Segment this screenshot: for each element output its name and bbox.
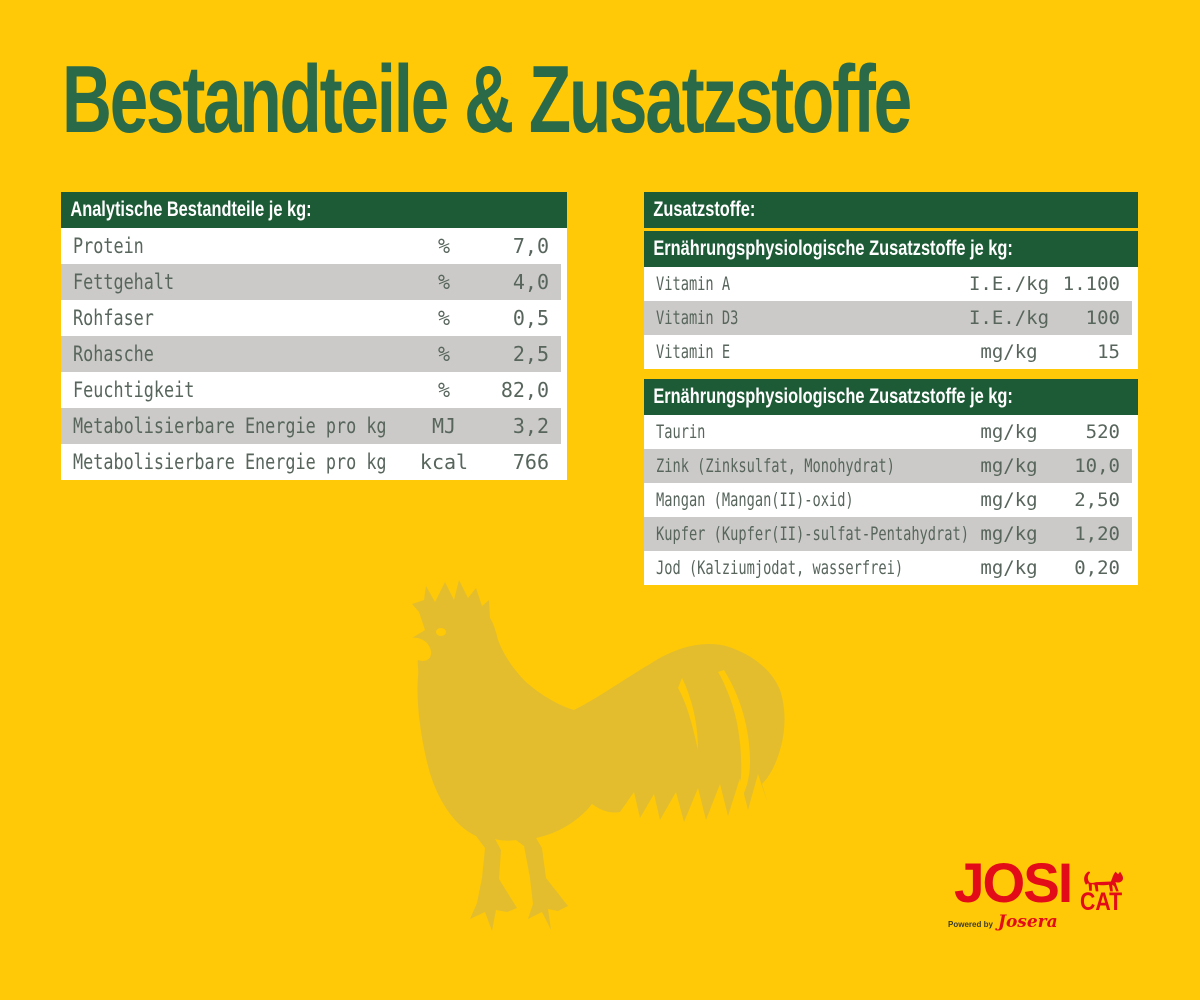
- powered-by-text: Powered by: [948, 920, 993, 929]
- nutrient-unit: mg/kg: [980, 557, 1038, 579]
- nutrient-unit: %: [437, 306, 451, 330]
- nutrient-unit: kcal: [419, 450, 469, 474]
- additives-section-label: Zusatzstoffe:: [653, 198, 756, 221]
- table-rows: Vitamin A I.E./kg 1.100 Vitamin D3 I.E./…: [644, 267, 1138, 369]
- nutrient-label: Zink (Zinksulfat, Monohydrat): [656, 455, 895, 477]
- cat-icon: [1084, 871, 1124, 892]
- table-row: Vitamin D3 I.E./kg 100: [644, 301, 1138, 335]
- nutrient-value: 3,2: [512, 414, 549, 438]
- table-row: Rohasche % 2,5: [61, 336, 567, 372]
- table-header-label: Ernährungsphysiologische Zusatzstoffe je…: [653, 385, 1013, 408]
- nutrient-label: Protein: [73, 234, 144, 258]
- table-row: Mangan (Mangan(II)-oxid) mg/kg 2,50: [644, 483, 1138, 517]
- nutrient-label: Rohasche: [73, 342, 154, 366]
- logo-subbrand-text: CAT: [1080, 888, 1123, 916]
- table-row: Metabolisierbare Energie pro kg MJ 3,2: [61, 408, 567, 444]
- nutrient-unit: mg/kg: [980, 421, 1038, 443]
- additives-vitamins-table: Zusatzstoffe: Ernährungsphysiologische Z…: [644, 192, 1138, 369]
- analytical-constituents-table: Analytische Bestandteile je kg: Protein …: [61, 192, 567, 480]
- nutrient-value: 100: [1085, 307, 1120, 329]
- table-row: Feuchtigkeit % 82,0: [61, 372, 567, 408]
- nutrient-label: Kupfer (Kupfer(II)-sulfat-Pentahydrat): [656, 523, 969, 545]
- table-header-bar: Analytische Bestandteile je kg:: [61, 192, 567, 228]
- nutrient-label: Metabolisierbare Energie pro kg: [73, 414, 387, 438]
- josicat-logo: JOSI CAT Powered by Josera: [946, 851, 1156, 932]
- nutrient-value: 2,5: [512, 342, 549, 366]
- nutrient-unit: I.E./kg: [968, 307, 1050, 329]
- nutrient-value: 766: [512, 450, 549, 474]
- nutrient-unit: MJ: [431, 414, 457, 438]
- nutrient-value: 7,0: [512, 234, 549, 258]
- logo-brand-text: JOSI: [954, 851, 1073, 914]
- rooster-silhouette-icon: [412, 580, 785, 931]
- table-header-bar: Ernährungsphysiologische Zusatzstoffe je…: [644, 379, 1138, 415]
- nutrient-unit: I.E./kg: [968, 273, 1050, 295]
- josera-wordmark: Josera: [997, 912, 1058, 932]
- table-row: Jod (Kalziumjodat, wasserfrei) mg/kg 0,2…: [644, 551, 1138, 585]
- nutrient-value: 1.100: [1062, 273, 1120, 295]
- nutrient-label: Rohfaser: [73, 306, 154, 330]
- nutrient-unit: mg/kg: [980, 523, 1038, 545]
- nutrient-label: Feuchtigkeit: [73, 378, 195, 402]
- nutrient-value: 0,5: [512, 306, 549, 330]
- nutrient-label: Vitamin E: [656, 341, 731, 363]
- table-row: Vitamin A I.E./kg 1.100: [644, 267, 1138, 301]
- additives-minerals-table: Ernährungsphysiologische Zusatzstoffe je…: [644, 379, 1138, 585]
- nutrient-value: 0,20: [1074, 557, 1120, 579]
- nutrient-value: 10,0: [1074, 455, 1120, 477]
- nutrient-unit: %: [437, 342, 451, 366]
- table-row: Zink (Zinksulfat, Monohydrat) mg/kg 10,0: [644, 449, 1138, 483]
- table-rows: Protein % 7,0 Fettgehalt % 4,0 Rohfaser …: [61, 228, 567, 480]
- additives-section-bar: Zusatzstoffe:: [644, 192, 1138, 228]
- table-row: Vitamin E mg/kg 15: [644, 335, 1138, 369]
- nutrient-unit: mg/kg: [980, 489, 1038, 511]
- table-row: Taurin mg/kg 520: [644, 415, 1138, 449]
- table-header-label: Analytische Bestandteile je kg:: [70, 198, 312, 221]
- nutrient-label: Vitamin D3: [656, 307, 739, 329]
- table-row: Kupfer (Kupfer(II)-sulfat-Pentahydrat) m…: [644, 517, 1138, 551]
- nutrient-label: Metabolisierbare Energie pro kg: [73, 450, 387, 474]
- table-row: Rohfaser % 0,5: [61, 300, 567, 336]
- nutrient-value: 1,20: [1074, 523, 1120, 545]
- nutrient-label: Jod (Kalziumjodat, wasserfrei): [656, 557, 904, 579]
- table-rows: Taurin mg/kg 520 Zink (Zinksulfat, Monoh…: [644, 415, 1138, 585]
- nutrient-unit: mg/kg: [980, 455, 1038, 477]
- table-row: Fettgehalt % 4,0: [61, 264, 567, 300]
- nutrient-label: Fettgehalt: [73, 270, 175, 294]
- nutrient-value: 520: [1085, 421, 1120, 443]
- nutrient-value: 4,0: [512, 270, 549, 294]
- nutrient-unit: %: [437, 378, 451, 402]
- nutrient-value: 2,50: [1074, 489, 1120, 511]
- table-header-bar: Ernährungsphysiologische Zusatzstoffe je…: [644, 231, 1138, 267]
- nutrient-label: Mangan (Mangan(II)-oxid): [656, 489, 854, 511]
- table-row: Metabolisierbare Energie pro kg kcal 766: [61, 444, 567, 480]
- nutrient-unit: %: [437, 234, 451, 258]
- nutrient-value: 82,0: [500, 378, 549, 402]
- nutrient-unit: mg/kg: [980, 341, 1038, 363]
- nutrient-unit: %: [437, 270, 451, 294]
- nutrient-label: Vitamin A: [656, 273, 731, 295]
- bar-divider: [644, 228, 1138, 231]
- powered-by-line: Powered by Josera: [948, 912, 1058, 932]
- nutrient-label: Taurin: [656, 421, 706, 443]
- page-title: Bestandteile & Zusatzstoffe: [62, 46, 1200, 153]
- table-row: Protein % 7,0: [61, 228, 567, 264]
- table-header-label: Ernährungsphysiologische Zusatzstoffe je…: [653, 237, 1013, 260]
- page-title-text: Bestandteile & Zusatzstoffe: [62, 46, 912, 153]
- nutrient-value: 15: [1097, 341, 1120, 363]
